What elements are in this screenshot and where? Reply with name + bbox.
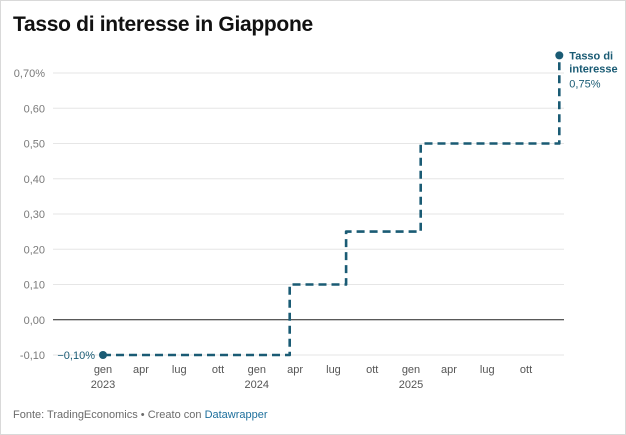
y-tick-label: 0,10 xyxy=(24,280,45,292)
end-value-label: 0,75% xyxy=(569,78,600,90)
series-label: Tasso di xyxy=(569,50,613,62)
chart-title: Tasso di interesse in Giappone xyxy=(13,13,313,36)
x-tick-label: ott xyxy=(520,364,532,376)
y-tick-label: 0,20 xyxy=(24,244,45,256)
x-tick-label: gen xyxy=(94,364,112,376)
line-chart: 0,70% 0,60 0,50 0,40 0,30 0,20 0,10 0,00 -0,10 ge… xyxy=(14,50,618,391)
x-tick-year-label: 2024 xyxy=(245,379,269,391)
x-tick-label: ott xyxy=(366,364,378,376)
x-tick-label: lug xyxy=(326,364,341,376)
y-tick-label: 0,50 xyxy=(24,139,45,151)
x-tick-label: gen xyxy=(248,364,266,376)
y-tick-label: 0,60 xyxy=(24,103,45,115)
x-tick-label: gen xyxy=(402,364,420,376)
series-label: interesse xyxy=(569,63,617,75)
end-point xyxy=(555,51,564,60)
y-tick-label: 0,00 xyxy=(24,315,45,327)
y-tick-label: 0,40 xyxy=(24,174,45,186)
y-tick-label: 0,70% xyxy=(14,68,45,80)
x-tick-year-label: 2025 xyxy=(399,379,423,391)
x-tick-label: lug xyxy=(480,364,495,376)
y-tick-label: 0,30 xyxy=(24,209,45,221)
x-tick-label: ott xyxy=(212,364,224,376)
datawrapper-link[interactable]: Datawrapper xyxy=(204,409,268,421)
start-value-label: −0,10% xyxy=(57,350,95,362)
y-tick-label: -0,10 xyxy=(20,350,45,362)
x-tick-label: apr xyxy=(133,364,149,376)
x-tick-year-label: 2023 xyxy=(91,379,115,391)
x-tick-label: lug xyxy=(172,364,187,376)
x-tick-label: apr xyxy=(441,364,457,376)
x-tick-label: apr xyxy=(287,364,303,376)
source-text: Fonte: TradingEconomics • Creato con xyxy=(13,409,205,421)
rate-series-line xyxy=(103,55,561,357)
footer: Fonte: TradingEconomics • Creato con Dat… xyxy=(13,409,268,421)
start-point xyxy=(99,351,107,359)
